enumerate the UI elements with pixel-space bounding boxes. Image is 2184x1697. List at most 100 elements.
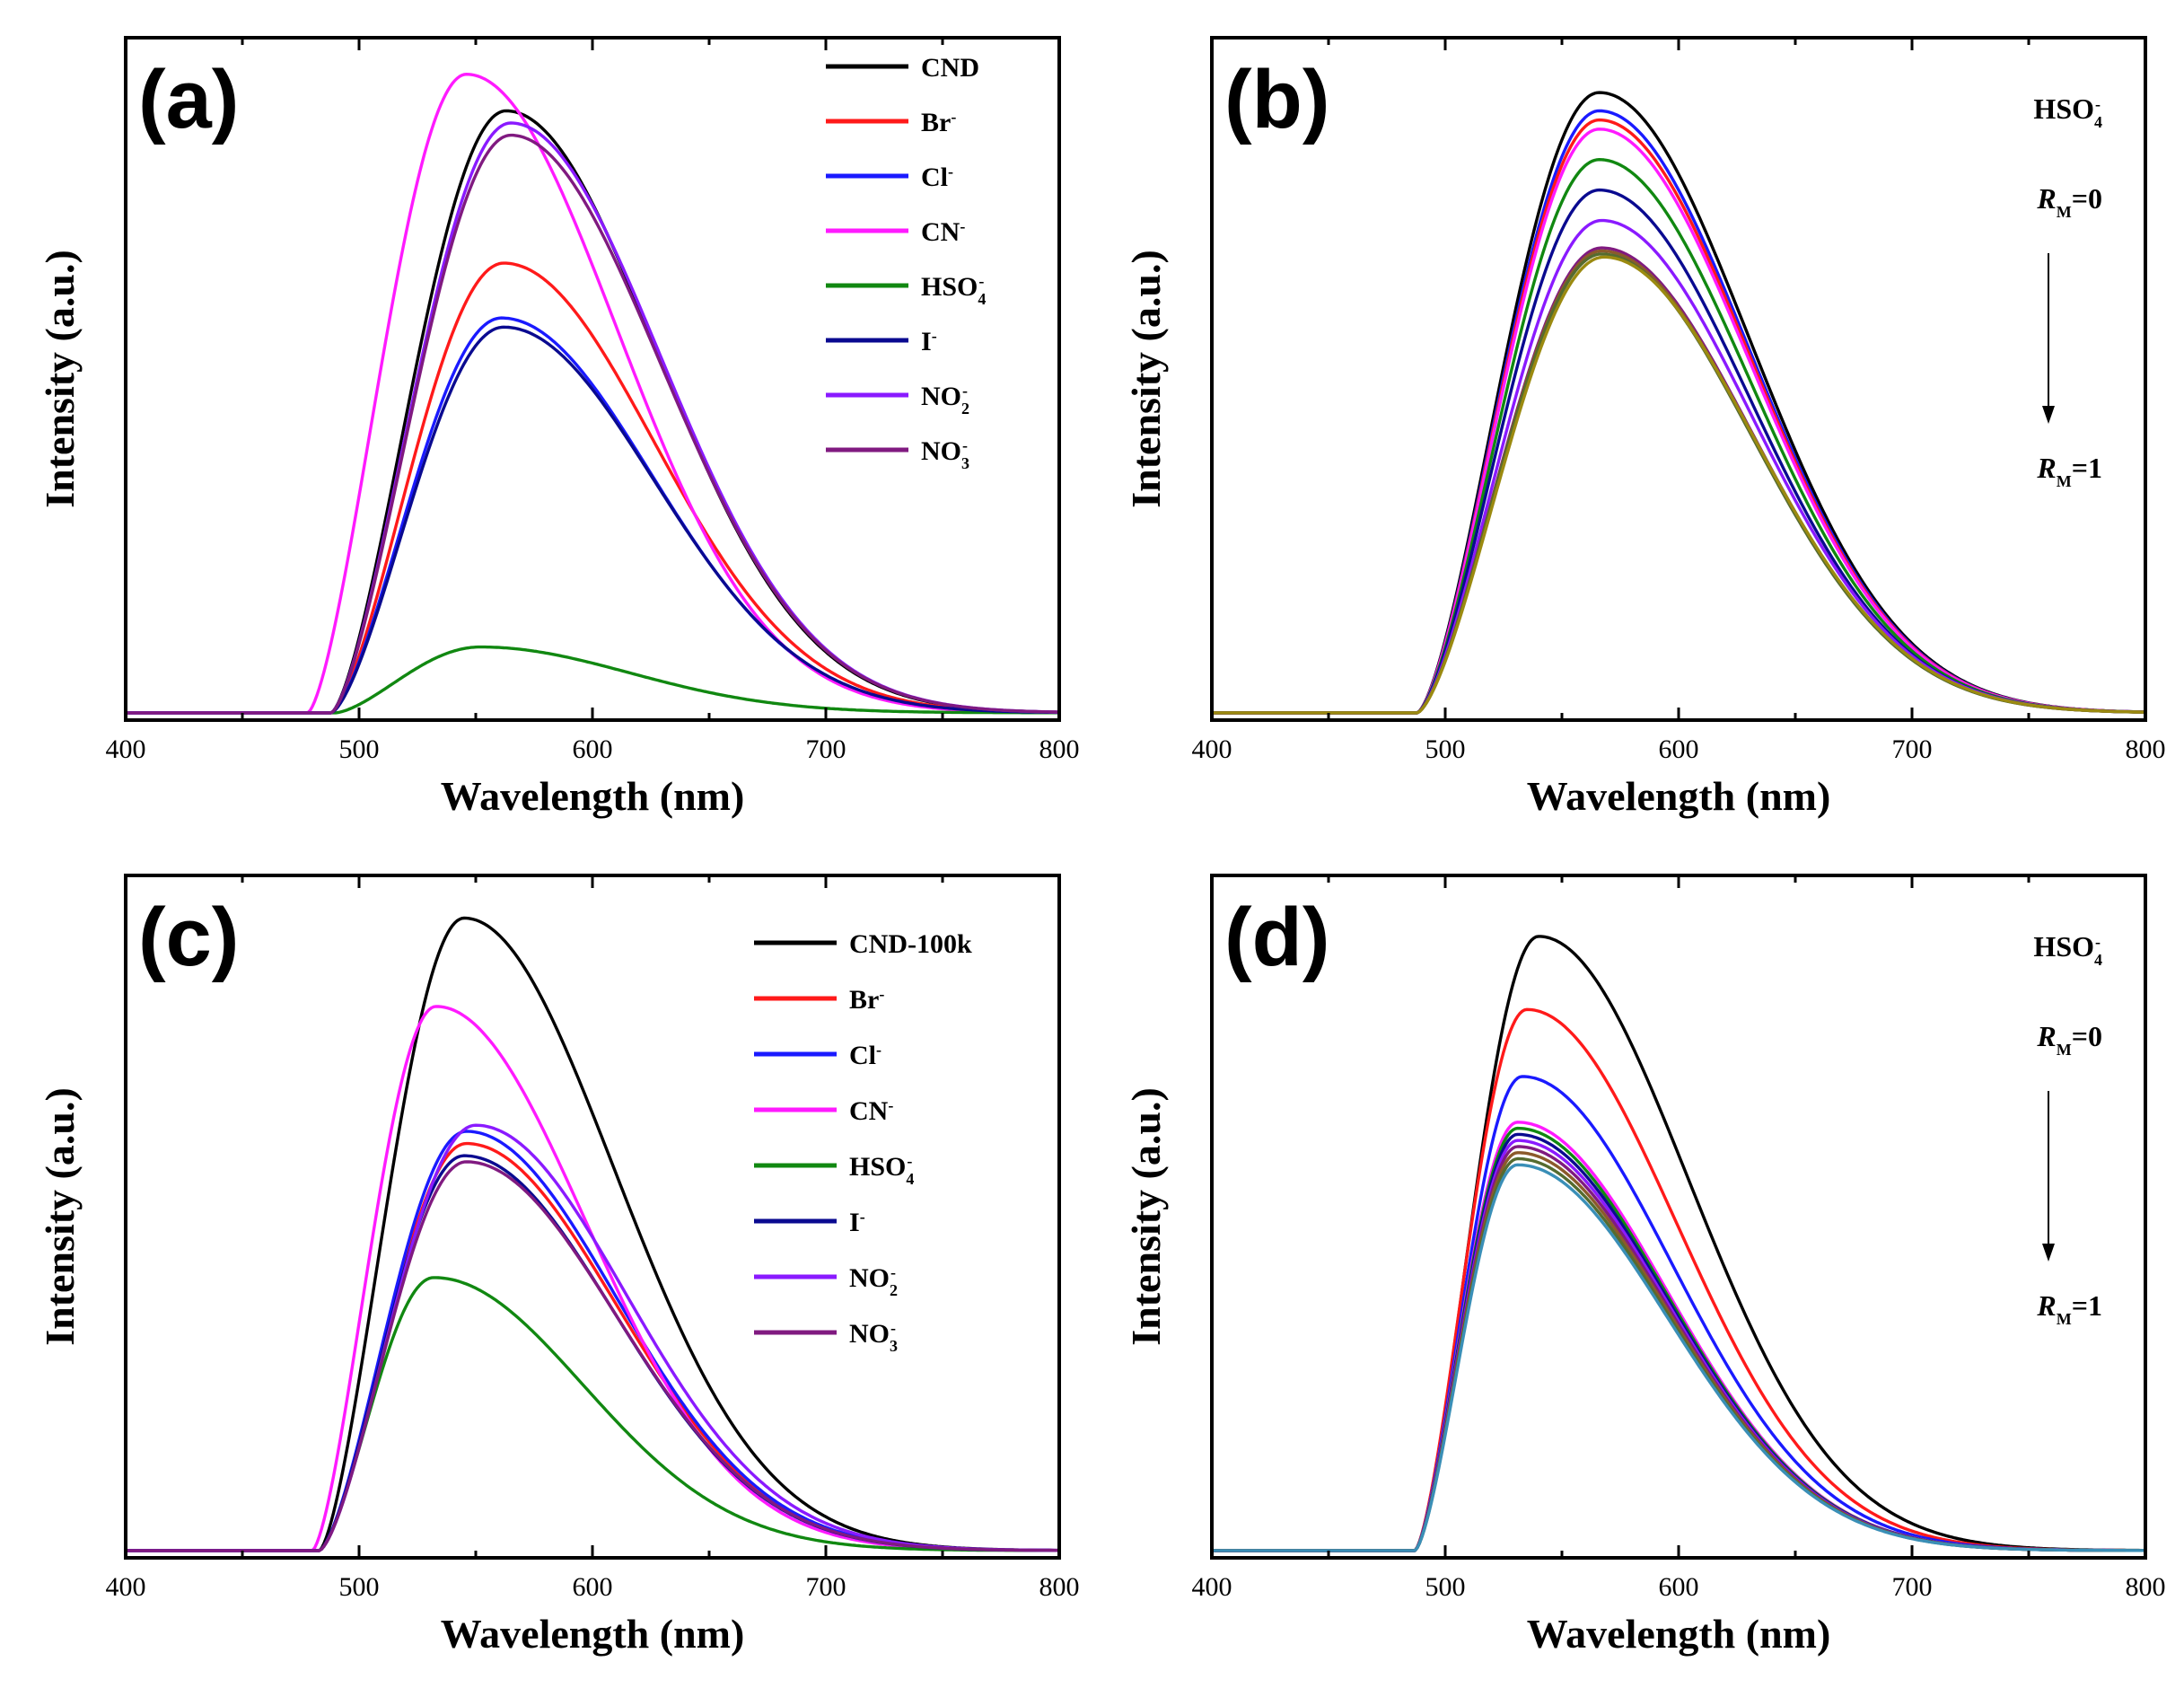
x-axis-title: Wavelength (nm): [1527, 773, 1831, 819]
panel-b: 400 500 600 700 800 Wavelength (nm) Intensity …: [1123, 36, 2166, 819]
series-line-4: [1212, 127, 2145, 715]
series-line-7: [126, 121, 1059, 715]
panel-label: (d): [1224, 892, 1329, 983]
series-line-2: [126, 1141, 1059, 1552]
panel-label: (a): [138, 54, 239, 145]
series-line-9: [1212, 249, 2145, 715]
x-tick-label: 500: [339, 734, 380, 764]
legend-label-7: NO2-: [921, 382, 969, 418]
plot-frame: [1210, 36, 2147, 722]
series-line-1: [1212, 91, 2145, 715]
series-group: [1212, 91, 2145, 715]
legend-label-7: NO2-: [849, 1263, 898, 1299]
legend-label-6: I-: [849, 1208, 865, 1237]
x-tick-label: 500: [1425, 1572, 1466, 1602]
series-line-8: [1212, 1145, 2145, 1552]
annotation: HSO4- RM=0 RM=1: [2033, 930, 2102, 1328]
series-line-1: [126, 109, 1059, 715]
series-line-11: [1212, 1163, 2145, 1552]
series-line-8: [126, 1160, 1059, 1552]
series-line-10: [1212, 252, 2145, 715]
x-tick-label: 500: [1425, 734, 1466, 764]
x-tick-label: 400: [106, 1572, 146, 1602]
annotation-r-end: RM=1: [2036, 452, 2102, 490]
x-tick-label: 400: [1192, 734, 1232, 764]
x-tick-label: 700: [1892, 1572, 1933, 1602]
series-group: [1212, 935, 2145, 1552]
annotation-ion: HSO4-: [2033, 930, 2102, 969]
legend-label-6: I-: [921, 327, 937, 356]
legend: CND-100k Br- Cl- CN- HSO4- I- NO2- NO3-: [754, 929, 972, 1355]
x-tick-label: 600: [1659, 734, 1699, 764]
series-line-5: [1212, 158, 2145, 715]
series-line-6: [126, 1154, 1059, 1552]
series-line-7: [1212, 218, 2145, 715]
x-axis-title: Wavelength (nm): [441, 773, 745, 819]
legend-label-3: Cl-: [921, 163, 953, 192]
series-line-1: [1212, 935, 2145, 1552]
y-axis-title: Intensity (a.u.): [37, 250, 83, 508]
x-tick-label: 400: [106, 734, 146, 764]
legend-label-1: CND-100k: [849, 929, 972, 959]
legend-label-1: CND: [921, 53, 979, 83]
y-axis-title: Intensity (a.u.): [37, 1087, 83, 1346]
x-tick-label: 700: [806, 1572, 846, 1602]
series-group: [126, 916, 1059, 1552]
x-tick-label: 500: [339, 1572, 380, 1602]
series-line-8: [126, 133, 1059, 715]
legend: CND Br- Cl- CN- HSO4- I- NO2- NO3-: [826, 53, 986, 472]
x-tick-label: 800: [2126, 1572, 2166, 1602]
annotation-r-end: RM=1: [2036, 1289, 2102, 1328]
x-tick-label: 700: [806, 734, 846, 764]
legend-label-2: Br-: [921, 108, 956, 137]
x-tick-label: 600: [573, 1572, 613, 1602]
series-line-2: [126, 261, 1059, 715]
series-group: [126, 73, 1059, 715]
x-tick-label: 600: [1659, 1572, 1699, 1602]
x-axis-title: Wavelength (nm): [441, 1611, 745, 1657]
legend-label-3: Cl-: [849, 1041, 881, 1070]
annotation-r-start: RM=0: [2036, 1020, 2102, 1059]
legend-label-2: Br-: [849, 985, 884, 1015]
legend-label-4: CN-: [921, 217, 965, 247]
legend-label-5: HSO4-: [849, 1152, 914, 1188]
series-line-2: [1212, 1007, 2145, 1552]
x-tick-label: 800: [1039, 1572, 1080, 1602]
panel-label: (c): [138, 892, 239, 983]
series-line-6: [1212, 1132, 2145, 1552]
y-axis-title: Intensity (a.u.): [1123, 250, 1169, 508]
series-line-3: [126, 1130, 1059, 1552]
series-line-6: [1212, 188, 2145, 715]
series-line-9: [1212, 1151, 2145, 1552]
series-line-3: [126, 316, 1059, 715]
plot-frame: [124, 36, 1061, 722]
annotation-r-start: RM=0: [2036, 182, 2102, 221]
annotation-ion: HSO4-: [2033, 92, 2102, 131]
series-line-5: [126, 1276, 1059, 1552]
x-tick-label: 400: [1192, 1572, 1232, 1602]
x-axis-title: Wavelength (nm): [1527, 1611, 1831, 1657]
legend-label-5: HSO4-: [921, 272, 986, 308]
annotation-arrow-head: [2042, 1244, 2055, 1262]
panel-c: 400 500 600 700 800 Wavelength (nm) Intensity …: [37, 874, 1080, 1657]
y-axis-title: Intensity (a.u.): [1123, 1087, 1169, 1346]
x-tick-label: 700: [1892, 734, 1933, 764]
annotation-arrow-head: [2042, 406, 2055, 424]
x-tick-label: 800: [2126, 734, 2166, 764]
series-line-11: [1212, 255, 2145, 715]
series-line-8: [1212, 246, 2145, 715]
series-line-5: [1212, 1126, 2145, 1552]
legend-label-8: NO3-: [921, 436, 969, 472]
panel-label: (b): [1224, 54, 1329, 145]
panel-d: 400 500 600 700 800 Wavelength (nm) Intensity …: [1123, 874, 2166, 1657]
legend-label-8: NO3-: [849, 1319, 898, 1355]
series-line-7: [1212, 1139, 2145, 1552]
plot-frame: [124, 874, 1061, 1560]
series-line-4: [126, 73, 1059, 715]
panel-a: 400 500 600 700 800 Wavelength (nm) Intensity …: [37, 36, 1080, 819]
series-line-10: [1212, 1156, 2145, 1552]
x-tick-label: 600: [573, 734, 613, 764]
plot-frame: [1210, 874, 2147, 1560]
annotation: HSO4- RM=0 RM=1: [2033, 92, 2102, 490]
